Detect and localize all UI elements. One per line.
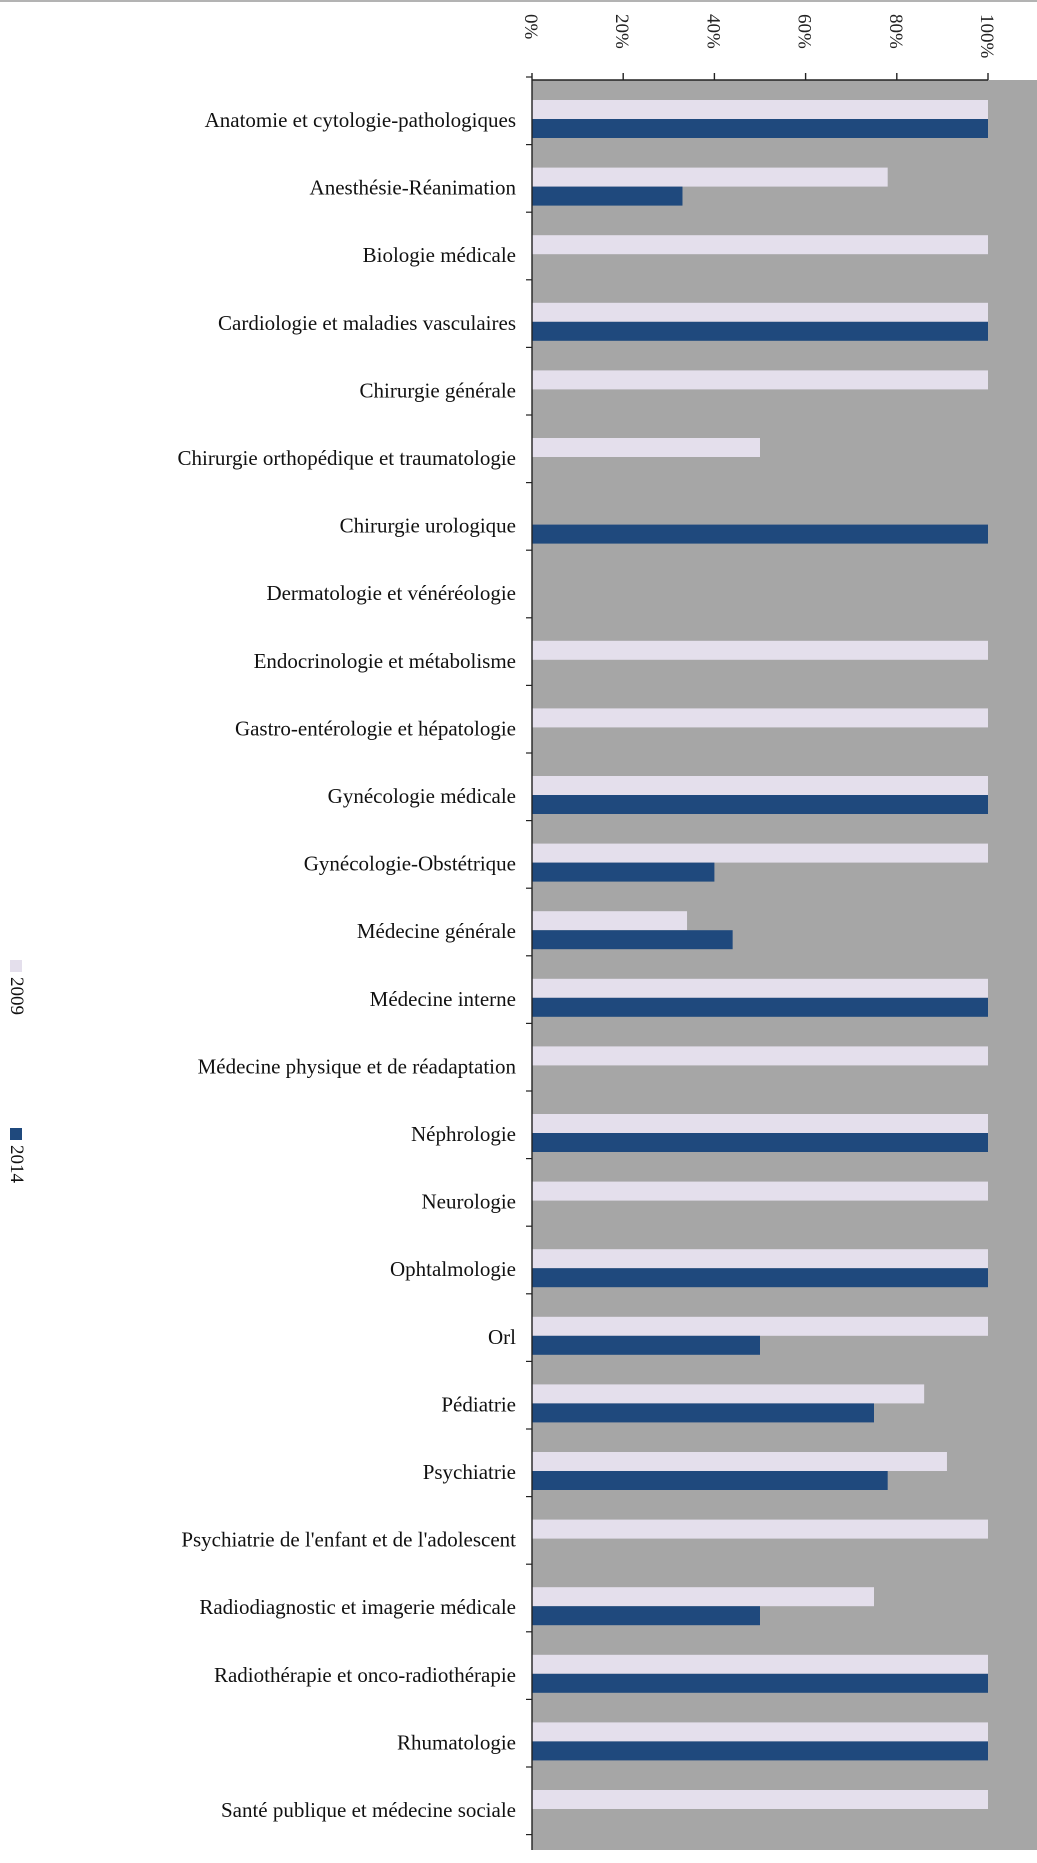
category-label: Gynécologie médicale <box>328 784 516 808</box>
bar-2009-20 <box>532 1384 925 1404</box>
bar-2009-5 <box>532 370 988 390</box>
category-label: Ophtalmologie <box>390 1257 516 1281</box>
bar-2009-6 <box>532 438 760 457</box>
bar-2009-17 <box>532 1181 988 1201</box>
bar-2009-14 <box>532 978 988 998</box>
bar-2014-16 <box>532 1133 988 1152</box>
bar-2009-10 <box>532 708 988 728</box>
bar-2009-22 <box>532 1519 988 1539</box>
category-label: Radiothérapie et onco-radiothérapie <box>214 1663 516 1687</box>
bar-2009-2 <box>532 167 888 187</box>
bar-2009-26 <box>532 1790 988 1809</box>
x-tick-label: 60% <box>794 14 815 49</box>
category-label: Neurologie <box>422 1190 516 1214</box>
category-label: Psychiatrie de l'enfant et de l'adolesce… <box>181 1528 516 1552</box>
legend-swatch-2009 <box>10 960 22 972</box>
bar-2009-4 <box>532 302 988 322</box>
category-label: Biologie médicale <box>363 243 516 267</box>
bar-2014-23 <box>532 1606 760 1626</box>
category-label: Chirurgie urologique <box>340 514 516 538</box>
category-label: Médecine physique et de réadaptation <box>198 1054 517 1078</box>
bar-2014-13 <box>532 930 733 950</box>
category-label: Néphrologie <box>411 1122 516 1146</box>
bar-2014-24 <box>532 1673 988 1693</box>
category-label: Chirurgie orthopédique et traumatologie <box>178 446 516 470</box>
bar-2009-18 <box>532 1249 988 1269</box>
bar-2009-16 <box>532 1114 988 1133</box>
bar-2009-21 <box>532 1452 947 1471</box>
bar-2009-3 <box>532 235 988 255</box>
category-label: Pédiatrie <box>441 1392 516 1416</box>
bar-2009-25 <box>532 1722 988 1742</box>
x-tick-label: 80% <box>885 14 906 49</box>
category-label: Anesthésie-Réanimation <box>310 176 517 200</box>
category-label: Cardiologie et maladies vasculaires <box>218 311 516 335</box>
x-tick-label: 0% <box>520 14 541 40</box>
bar-2014-11 <box>532 795 988 814</box>
bar-2009-12 <box>532 843 988 863</box>
x-tick-label: 100% <box>976 14 997 59</box>
category-label: Gynécologie-Obstétrique <box>304 852 516 876</box>
category-label: Endocrinologie et métabolisme <box>254 649 516 673</box>
bar-2009-11 <box>532 776 988 795</box>
legend-swatch-2014 <box>10 1128 22 1140</box>
bar-2014-14 <box>532 997 988 1017</box>
bar-2009-15 <box>532 1046 988 1066</box>
x-tick-label: 20% <box>611 14 632 49</box>
category-label: Médecine générale <box>357 919 516 943</box>
bar-2014-21 <box>532 1471 888 1490</box>
category-label: Psychiatrie <box>423 1460 516 1484</box>
bar-2014-19 <box>532 1335 760 1355</box>
bar-2009-13 <box>532 911 688 931</box>
category-label: Rhumatologie <box>397 1730 516 1754</box>
category-label: Radiodiagnostic et imagerie médicale <box>199 1595 516 1619</box>
legend: 2009 2014 <box>6 960 27 1184</box>
axis-group: 0% 20% 40% 60% 80% 100% <box>520 14 997 1850</box>
bar-2014-20 <box>532 1403 874 1423</box>
category-label: Anatomie et cytologie-pathologiques <box>205 108 516 132</box>
bar-2014-25 <box>532 1741 988 1761</box>
x-tick-label: 40% <box>702 14 723 49</box>
bar-2009-24 <box>532 1654 988 1674</box>
category-label: Dermatologie et vénéréologie <box>266 581 516 605</box>
bar-2009-23 <box>532 1587 874 1607</box>
bar-2014-12 <box>532 862 715 882</box>
bar-2014-1 <box>532 119 988 138</box>
legend-label-2014: 2014 <box>6 1145 27 1184</box>
category-label: Santé publique et médecine sociale <box>221 1798 516 1822</box>
bar-2009-9 <box>532 640 988 660</box>
bar-2014-18 <box>532 1268 988 1288</box>
bar-2009-1 <box>532 100 988 119</box>
category-label: Chirurgie générale <box>360 378 516 402</box>
category-label: Gastro-entérologie et hépatologie <box>235 716 516 740</box>
bar-2014-4 <box>532 321 988 341</box>
plot-area <box>532 80 1037 1850</box>
category-label: Orl <box>488 1325 516 1349</box>
bar-2009-19 <box>532 1316 988 1336</box>
category-label: Médecine interne <box>370 987 516 1011</box>
bars-group <box>532 100 988 1809</box>
legend-label-2009: 2009 <box>6 977 27 1015</box>
bar-2014-7 <box>532 524 988 544</box>
bar-2014-2 <box>532 186 683 206</box>
category-labels: Anatomie et cytologie-pathologiques Anest… <box>178 108 517 1822</box>
